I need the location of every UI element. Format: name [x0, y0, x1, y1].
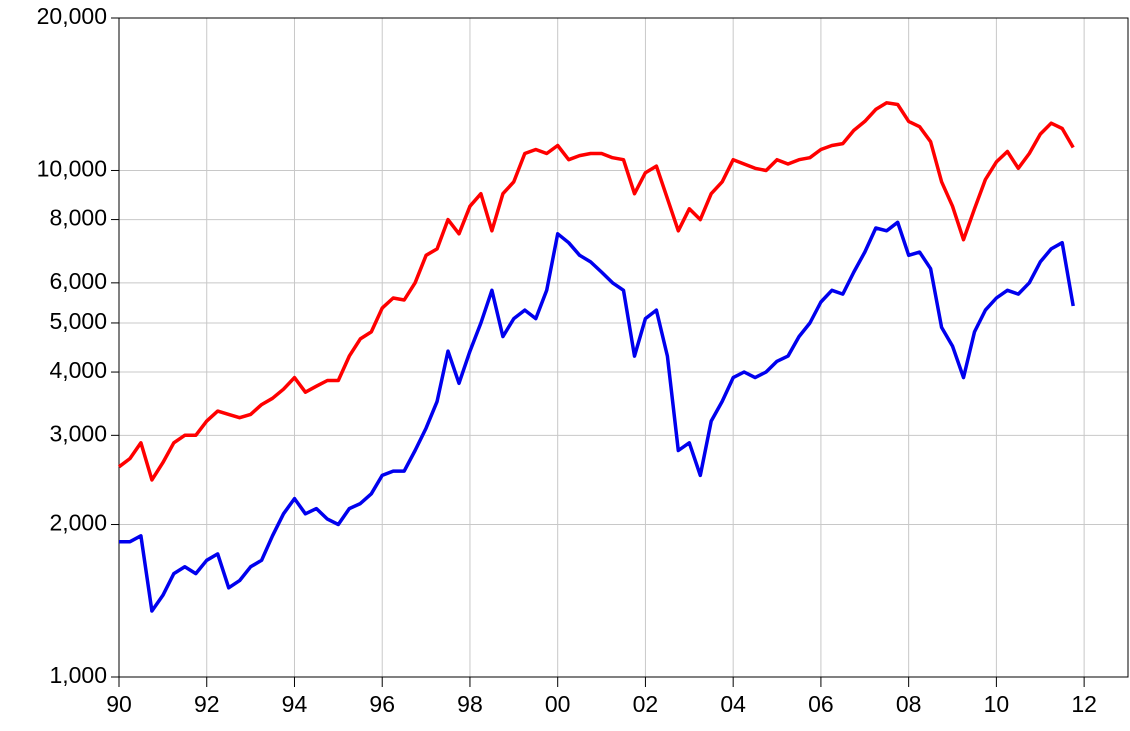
x-tick-label: 98: [457, 691, 483, 717]
y-tick-label: 4,000: [49, 357, 107, 383]
x-tick-label: 04: [720, 691, 746, 717]
series-line: [117, 101, 1075, 482]
x-tick-label: 02: [633, 691, 659, 717]
y-tick-label: 2,000: [49, 510, 107, 536]
x-tick-label: 96: [369, 691, 395, 717]
y-tick-label: 20,000: [37, 3, 107, 29]
y-tick-label: 10,000: [37, 156, 107, 182]
y-tick-label: 1,000: [49, 662, 107, 688]
y-tick-label: 6,000: [49, 268, 107, 294]
x-tick-label: 12: [1071, 691, 1097, 717]
y-tick-label: 5,000: [49, 308, 107, 334]
y-tick-label: 3,000: [49, 420, 107, 446]
x-tick-label: 92: [194, 691, 220, 717]
plot-frame: [118, 17, 1129, 678]
x-tick-label: 94: [282, 691, 308, 717]
x-tick-label: 08: [896, 691, 922, 717]
x-tick-label: 00: [545, 691, 571, 717]
x-tick-label: 10: [984, 691, 1010, 717]
x-tick-label: 90: [106, 691, 132, 717]
series-line: [119, 220, 1075, 613]
y-tick-label: 8,000: [49, 205, 107, 231]
x-tick-label: 06: [808, 691, 834, 717]
